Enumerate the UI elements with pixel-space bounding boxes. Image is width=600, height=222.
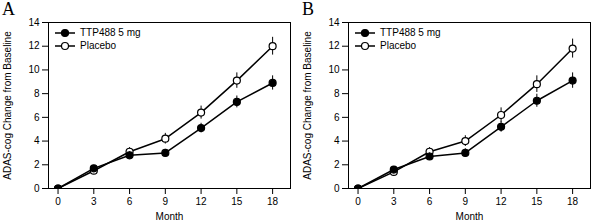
- html-text:Placebo: Placebo: [380, 40, 417, 51]
- svg-text:14: 14: [28, 17, 40, 28]
- svg-text:0: 0: [55, 196, 61, 207]
- html-text:B: B: [302, 0, 314, 19]
- html-text:A: A: [2, 0, 15, 19]
- svg-text:6: 6: [334, 112, 340, 123]
- svg-text:8: 8: [34, 88, 40, 99]
- svg-text:10: 10: [28, 64, 40, 75]
- svg-text:4: 4: [34, 135, 40, 146]
- svg-text:9: 9: [463, 196, 469, 207]
- svg-text:3: 3: [91, 196, 97, 207]
- svg-text:6: 6: [427, 196, 433, 207]
- svg-text:Month: Month: [456, 211, 484, 222]
- svg-text:14: 14: [328, 17, 340, 28]
- html-text:TTP488 5 mg: TTP488 5 mg: [380, 27, 441, 38]
- svg-text:12: 12: [28, 40, 40, 51]
- svg-text:2: 2: [34, 159, 40, 170]
- svg-text:ADAS-cog Change from Baseline: ADAS-cog Change from Baseline: [2, 31, 13, 180]
- svg-text:9: 9: [163, 196, 169, 207]
- svg-text:15: 15: [231, 196, 243, 207]
- svg-text:12: 12: [328, 40, 340, 51]
- svg-text:0: 0: [355, 196, 361, 207]
- svg-text:0: 0: [34, 183, 40, 194]
- svg-text:12: 12: [496, 196, 508, 207]
- svg-text:6: 6: [127, 196, 133, 207]
- svg-text:12: 12: [196, 196, 208, 207]
- svg-text:2: 2: [334, 159, 340, 170]
- svg-text:ADAS-cog Change from Baseline: ADAS-cog Change from Baseline: [302, 31, 313, 180]
- svg-text:18: 18: [567, 196, 579, 207]
- html-text:TTP488 5 mg: TTP488 5 mg: [80, 27, 141, 38]
- svg-text:3: 3: [391, 196, 397, 207]
- svg-text:6: 6: [34, 112, 40, 123]
- svg-text:10: 10: [328, 64, 340, 75]
- svg-text:4: 4: [334, 135, 340, 146]
- svg-text:0: 0: [334, 183, 340, 194]
- svg-text:15: 15: [531, 196, 543, 207]
- svg-text:8: 8: [334, 88, 340, 99]
- svg-text:Month: Month: [156, 211, 184, 222]
- html-text:Placebo: Placebo: [80, 40, 117, 51]
- svg-text:18: 18: [267, 196, 279, 207]
